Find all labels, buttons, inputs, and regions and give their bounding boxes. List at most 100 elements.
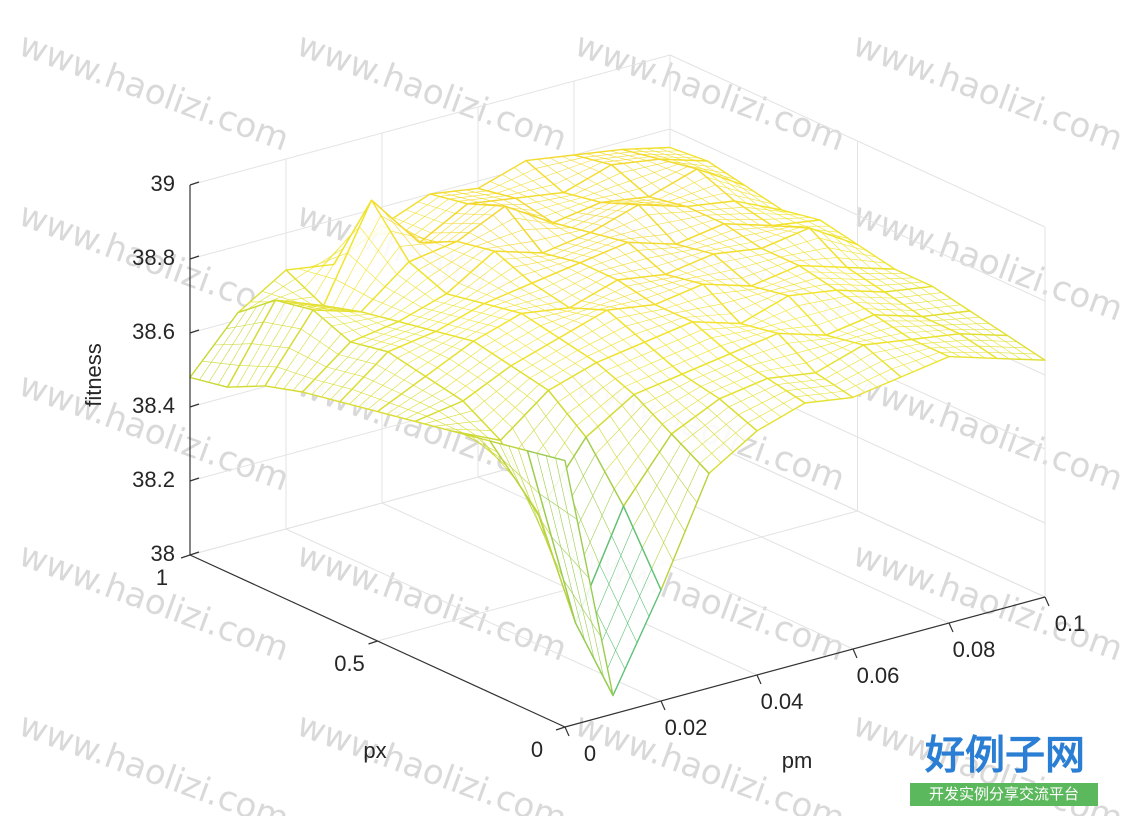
mesh-line — [487, 168, 536, 192]
tick-mark — [555, 726, 566, 731]
mesh-line — [892, 324, 941, 328]
mesh-line — [882, 268, 921, 289]
mesh-line — [524, 194, 573, 205]
mesh-line — [427, 246, 476, 279]
mesh-line — [424, 410, 473, 425]
mesh-line — [684, 175, 723, 203]
mesh-line — [647, 210, 696, 215]
mesh-line — [780, 247, 829, 258]
mesh-line — [637, 246, 686, 251]
mesh-line — [349, 357, 398, 405]
mesh-line — [208, 306, 258, 383]
mesh-line — [711, 328, 760, 339]
mesh-line — [636, 197, 675, 207]
mesh-line — [701, 325, 750, 331]
mesh-line — [818, 237, 867, 252]
mesh-line — [400, 198, 449, 235]
mesh-line — [700, 365, 749, 387]
mesh-line — [753, 213, 802, 216]
mesh-line — [557, 370, 607, 403]
mesh-line — [851, 351, 890, 383]
mesh-line — [557, 308, 596, 318]
mesh-line — [359, 226, 398, 275]
mesh-line — [493, 289, 542, 307]
mesh-line — [828, 247, 877, 258]
axes: 0 0.02 0.04 0.06 0.08 0.1 0 0.5 138 38.2 38.4 38.6 3… — [132, 171, 1085, 766]
mesh-line — [631, 150, 680, 153]
mesh-line — [397, 333, 446, 359]
mesh-line — [920, 339, 969, 344]
mesh-line — [872, 343, 921, 354]
mesh-line — [786, 270, 825, 292]
mesh-line — [433, 420, 482, 427]
mesh-line — [732, 256, 781, 271]
mesh-line — [567, 378, 616, 415]
mesh-line — [375, 364, 414, 386]
mesh-line — [199, 309, 248, 381]
mesh-line — [396, 274, 435, 301]
mesh-line — [492, 214, 531, 253]
mesh-line — [616, 308, 665, 319]
mesh-line — [739, 342, 788, 361]
z-tick-label: 38.4 — [132, 393, 175, 418]
mesh-line — [540, 308, 589, 326]
mesh-line — [582, 180, 631, 198]
x-tick-label: 0.04 — [761, 689, 804, 714]
watermark: www.haolizi.com — [292, 535, 572, 670]
mesh-line — [386, 382, 436, 415]
mesh-line — [674, 205, 713, 230]
mesh-line — [824, 352, 874, 380]
mesh-line — [562, 202, 611, 226]
logo-title: 好例子网 — [924, 734, 1085, 778]
mesh-line — [599, 171, 638, 199]
mesh-line — [706, 176, 755, 193]
mesh-line — [707, 407, 746, 442]
mesh-line — [465, 266, 514, 299]
x-axis — [564, 596, 1046, 728]
mesh-line — [444, 246, 483, 263]
mesh-line — [685, 229, 734, 247]
mesh-line — [834, 360, 883, 386]
mesh-line — [609, 224, 658, 238]
mesh-line — [536, 453, 586, 642]
mesh-line — [690, 289, 729, 324]
y-tick-label: 0 — [531, 737, 543, 762]
mesh-line — [530, 308, 579, 320]
tick-mark — [368, 640, 378, 645]
tick-mark — [660, 700, 666, 711]
mesh-line — [749, 305, 798, 327]
mesh-line — [673, 303, 722, 314]
mesh-line — [659, 451, 698, 503]
x-tick-label: 0 — [584, 741, 596, 766]
mesh-line — [684, 269, 733, 280]
mesh-line — [571, 203, 620, 228]
watermark: www.haolizi.com — [848, 25, 1128, 160]
mesh-line — [610, 198, 659, 204]
mesh-line — [786, 384, 835, 391]
mesh-line — [903, 298, 952, 305]
z-tick-label: 38.2 — [132, 467, 175, 492]
mesh-line — [636, 279, 685, 293]
mesh-line — [396, 388, 445, 417]
mesh-line — [475, 229, 524, 247]
mesh-line — [626, 276, 675, 287]
watermark: www.haolizi.com — [14, 705, 294, 816]
mesh-line — [845, 240, 884, 269]
mesh-line — [663, 337, 712, 359]
mesh-line — [530, 252, 569, 269]
mesh-line — [619, 201, 668, 204]
mesh-line — [499, 443, 548, 541]
mesh-line — [551, 193, 590, 208]
mesh-line — [546, 344, 585, 370]
mesh-line — [657, 214, 706, 225]
mesh-line — [615, 357, 664, 379]
mesh-line — [625, 312, 674, 327]
mesh-line — [514, 217, 563, 226]
mesh-line — [605, 349, 654, 371]
mesh-line — [434, 300, 473, 311]
tick-mark — [189, 551, 200, 556]
mesh-line — [311, 344, 361, 395]
mesh-line — [592, 154, 641, 161]
mesh-line — [513, 167, 552, 195]
